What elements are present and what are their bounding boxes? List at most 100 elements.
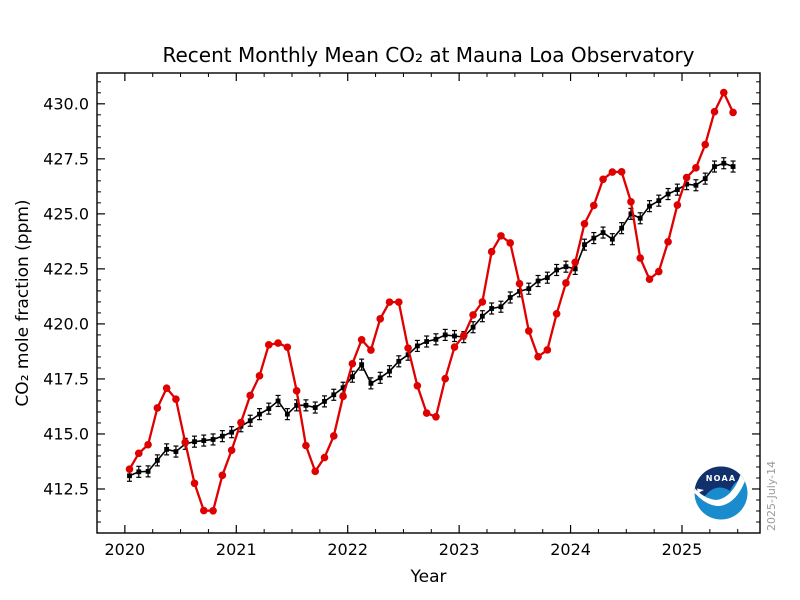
noaa-logo: NOAA: [694, 466, 748, 520]
data-point: [192, 439, 197, 445]
x-tick-label: 2021: [216, 540, 257, 559]
data-point: [144, 440, 152, 449]
data-point: [283, 343, 292, 352]
data-point: [255, 372, 264, 380]
data-point: [580, 219, 589, 228]
x-tick-label: 2023: [439, 540, 480, 559]
data-point: [664, 238, 672, 246]
data-point: [264, 341, 273, 349]
data-point: [413, 381, 422, 390]
data-point: [190, 479, 199, 488]
noaa-logo-gull-icon: [694, 473, 747, 506]
data-point: [479, 313, 485, 319]
data-point: [470, 324, 476, 330]
plot-border: [96, 72, 761, 534]
data-point: [134, 449, 143, 458]
data-point: [154, 457, 160, 463]
data-point: [506, 239, 515, 247]
data-series: [125, 88, 737, 515]
data-point: [349, 374, 355, 380]
y-tick-label: 430.0: [43, 94, 89, 113]
data-point: [266, 406, 272, 412]
data-point: [719, 88, 728, 97]
data-point: [609, 236, 615, 242]
data-point: [414, 343, 420, 349]
data-point: [199, 506, 208, 515]
monthly-mean-line: [128, 91, 735, 512]
data-point: [600, 230, 606, 235]
data-point: [637, 215, 643, 221]
data-point: [627, 197, 635, 206]
tick-labels: 2020 2021 2022 2023 2024 2025 412.5 415.0 417.5 4…: [43, 94, 702, 559]
data-point: [237, 418, 245, 427]
data-point: [247, 418, 253, 424]
noaa-logo-dark-field: [694, 466, 748, 498]
data-point: [730, 164, 736, 169]
data-point: [489, 306, 495, 311]
y-axis-label: CO₂ mole fraction (ppm): [13, 199, 33, 406]
data-point: [322, 398, 327, 404]
date-stamp: 2025-July-14: [765, 461, 778, 531]
data-point: [582, 242, 587, 248]
data-point: [275, 398, 281, 404]
data-point: [377, 375, 383, 381]
data-point: [654, 267, 663, 276]
data-point: [348, 359, 357, 368]
data-point: [303, 402, 309, 408]
monthly-mean-markers: [125, 88, 737, 515]
data-point: [498, 304, 504, 310]
data-point: [257, 411, 262, 417]
data-point: [210, 437, 216, 442]
data-point: [524, 327, 533, 335]
x-tick-label: 2024: [550, 540, 591, 559]
trend-line: [129, 162, 734, 477]
data-point: [274, 339, 282, 347]
data-point: [571, 258, 580, 267]
x-tick-label: 2022: [327, 540, 368, 559]
data-point: [162, 384, 171, 392]
data-point: [526, 286, 532, 292]
data-point: [452, 333, 457, 339]
data-point: [729, 108, 737, 117]
data-point: [405, 352, 411, 358]
data-point: [394, 298, 403, 306]
data-point: [432, 412, 440, 421]
data-point: [136, 469, 142, 475]
data-point: [692, 164, 700, 172]
data-point: [368, 380, 374, 386]
data-point: [673, 201, 682, 209]
y-tick-label: 417.5: [43, 369, 89, 388]
trend-markers: [127, 160, 736, 479]
data-point: [284, 411, 290, 417]
data-point: [302, 441, 310, 450]
data-point: [396, 358, 402, 364]
data-point: [665, 191, 671, 197]
data-point: [246, 391, 255, 400]
data-point: [367, 346, 375, 354]
data-point: [450, 343, 459, 351]
y-tick-label: 420.0: [43, 314, 89, 333]
data-point: [544, 275, 550, 281]
data-point: [385, 298, 394, 306]
data-point: [710, 107, 719, 116]
data-point: [628, 211, 634, 217]
data-point: [339, 392, 347, 401]
data-point: [608, 168, 617, 176]
x-tick-label: 2020: [104, 540, 145, 559]
data-point: [387, 368, 392, 374]
data-point: [312, 405, 318, 410]
data-point: [469, 311, 477, 319]
trend-series: [127, 157, 736, 482]
data-point: [441, 374, 450, 383]
data-point: [125, 465, 134, 473]
data-point: [145, 468, 151, 474]
data-point: [543, 346, 552, 354]
y-tick-label: 425.0: [43, 204, 89, 223]
y-tick-label: 415.0: [43, 424, 89, 443]
data-point: [329, 432, 338, 440]
data-point: [535, 278, 541, 284]
data-point: [721, 160, 727, 166]
data-point: [404, 344, 412, 352]
data-point: [534, 352, 542, 361]
